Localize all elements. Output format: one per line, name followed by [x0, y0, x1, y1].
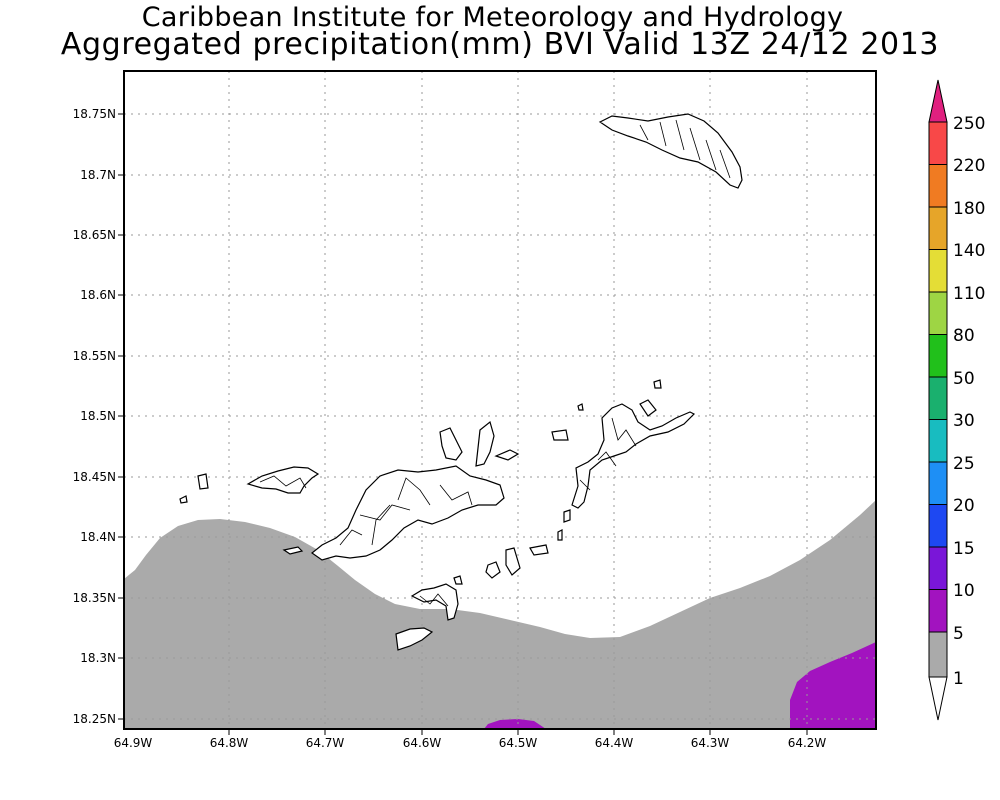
- lat-tick-label: 18.25N: [73, 712, 116, 726]
- colorbar-swatch-20: [928, 504, 948, 548]
- island-the-dogs: [577, 403, 584, 411]
- precip-area-1-5mm: [124, 500, 876, 729]
- island-cell-borders: [259, 119, 731, 607]
- island-jost-van-dyke: [246, 466, 320, 494]
- precip-area-10-15mm-south: [484, 719, 546, 729]
- lat-tick-label: 18.45N: [73, 470, 116, 484]
- island-anegada: [598, 113, 743, 189]
- island-small-islet-sw: [282, 546, 304, 555]
- colorbar-swatch-80: [928, 334, 948, 378]
- colorbar-bottom-arrow: [928, 676, 948, 721]
- lon-tick-label: 64.8W: [210, 736, 249, 750]
- colorbar-label: 20: [953, 496, 975, 516]
- map-grid: [124, 71, 876, 729]
- island-scrub: [494, 449, 520, 461]
- axis-ticks: [118, 113, 808, 735]
- precip-area-10-15mm-east: [790, 642, 876, 729]
- colorbar-swatch-110: [928, 291, 948, 335]
- island-camanoe: [475, 420, 495, 467]
- lat-tick-label: 18.5N: [80, 409, 116, 423]
- island-guana: [439, 427, 463, 461]
- lat-tick-label: 18.3N: [80, 651, 116, 665]
- colorbar-label: 50: [953, 369, 975, 389]
- colorbar-labels: 250 220 180 140 110 80 50 30 25 20 15 10…: [953, 114, 985, 689]
- island-small-islet-far-west: [179, 495, 188, 504]
- island-prickly-pear: [653, 379, 662, 389]
- island-virgin-gorda: [571, 403, 696, 509]
- colorbar-label: 140: [953, 241, 985, 261]
- colorbar-swatch-140: [928, 249, 948, 293]
- colorbar-label: 180: [953, 199, 985, 219]
- lon-tick-label: 64.9W: [114, 736, 153, 750]
- lon-tick-label: 64.5W: [499, 736, 538, 750]
- longitude-labels: 64.9W 64.8W 64.7W 64.6W 64.5W 64.4W 64.3…: [114, 736, 827, 750]
- colorbar-label: 220: [953, 156, 985, 176]
- latitude-labels: 18.75N 18.7N 18.65N 18.6N 18.55N 18.5N 1…: [73, 107, 116, 726]
- islands: [179, 113, 743, 651]
- chart-title-institute: Caribbean Institute for Meteorology and …: [141, 2, 844, 33]
- island-beef-east: [639, 399, 657, 417]
- island-tortola: [310, 465, 505, 561]
- colorbar-label: 10: [953, 581, 975, 601]
- lat-tick-label: 18.65N: [73, 228, 116, 242]
- colorbar-swatch-10: [928, 589, 948, 633]
- colorbar-label: 30: [953, 411, 975, 431]
- island-norman: [395, 627, 434, 651]
- colorbar-label: 15: [953, 539, 975, 559]
- island-mosquito: [563, 509, 571, 523]
- map-frame: [123, 70, 877, 730]
- colorbar: [928, 79, 948, 721]
- colorbar-label: 5: [953, 624, 964, 644]
- colorbar-swatch-250: [928, 121, 948, 165]
- lon-tick-label: 64.7W: [306, 736, 345, 750]
- colorbar-swatch-25: [928, 461, 948, 505]
- lat-tick-label: 18.6N: [80, 288, 116, 302]
- colorbar-label: 250: [953, 114, 985, 134]
- colorbar-swatch-50: [928, 376, 948, 420]
- island-cockroach: [551, 429, 569, 441]
- lat-tick-label: 18.4N: [80, 530, 116, 544]
- lon-tick-label: 64.3W: [691, 736, 730, 750]
- colorbar-swatch-30: [928, 419, 948, 463]
- lat-tick-label: 18.7N: [80, 168, 116, 182]
- chart-title-product: Aggregated precipitation(mm) BVI Valid 1…: [60, 27, 940, 62]
- colorbar-label: 1: [953, 669, 964, 689]
- island-ginger: [529, 544, 549, 556]
- island-dead-chest: [453, 575, 463, 585]
- colorbar-swatch-5: [928, 631, 948, 678]
- colorbar-swatch-15: [928, 546, 948, 590]
- colorbar-swatch-180: [928, 206, 948, 250]
- lat-tick-label: 18.35N: [73, 591, 116, 605]
- colorbar-swatch-220: [928, 164, 948, 208]
- island-cooper: [485, 561, 501, 579]
- lon-tick-label: 64.4W: [595, 736, 634, 750]
- island-fallen-jerusalem: [557, 529, 563, 541]
- lat-tick-label: 18.75N: [73, 107, 116, 121]
- island-little-islet-west: [197, 473, 209, 490]
- colorbar-top-arrow: [928, 79, 948, 123]
- colorbar-label: 25: [953, 454, 975, 474]
- colorbar-label: 110: [953, 284, 985, 304]
- island-salt: [505, 547, 521, 576]
- lon-tick-label: 64.2W: [788, 736, 827, 750]
- lat-tick-label: 18.55N: [73, 349, 116, 363]
- colorbar-label: 80: [953, 326, 975, 346]
- island-peter: [410, 583, 459, 621]
- lon-tick-label: 64.6W: [403, 736, 442, 750]
